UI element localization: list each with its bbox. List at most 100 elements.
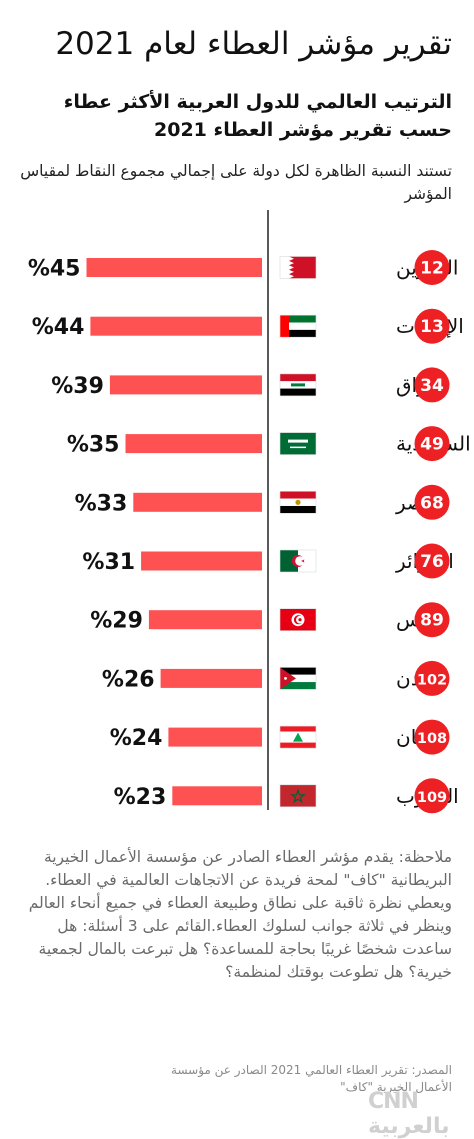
rank-label: 108 [417,731,447,747]
jordan-flag-icon [279,667,317,690]
value-label: %23 [114,785,167,810]
flag-stripe [280,373,316,382]
flag-crescent-cut [295,556,305,566]
flag-sword [290,446,306,449]
flag-stripe [280,322,316,330]
flag-border [279,256,317,279]
flag-stripe [280,742,316,749]
rank-label: 13 [420,317,444,337]
flag-border [279,432,317,455]
note-text: ملاحظة: يقدم مؤشر العطاء الصادر عن مؤسسة… [28,848,452,981]
bar [86,258,262,277]
flag-emblem [291,383,305,387]
flag-script [288,439,308,443]
value-label: %31 [82,550,135,575]
rank-badge [414,660,450,696]
chart-row: %24لبنان108 [110,719,450,755]
flag-half [280,550,298,572]
chart-description: تستند النسبة الظاهرة لكل دولة على إجمالي… [20,162,452,203]
chart-row: %23المغرب109 [114,778,459,814]
rank-badge [414,250,450,285]
flag-star [290,788,306,804]
bar [148,610,262,630]
bahrain-flag-icon [279,256,317,279]
morocco-flag-icon [279,784,317,808]
flag-border [279,549,317,573]
lebanon-flag-icon [279,725,317,749]
flag-field [280,784,316,807]
value-label: %26 [102,667,155,692]
flag-border [279,314,317,338]
bar [172,786,262,806]
rank-badge [414,308,450,344]
flag-field [280,432,316,455]
flag-stripe [280,674,316,683]
rank-badge [414,484,450,520]
value-label: %44 [32,315,85,340]
flag-stripe [280,726,316,732]
chart-row: %29تونس89 [90,602,450,638]
rank-badge [414,367,450,403]
flag-stripe [280,505,316,514]
flag-border [279,784,317,808]
chart-subtitle: الترتيب العالمي للدول العربية الأكثر عطا… [63,91,452,141]
rank-label: 102 [417,672,447,688]
bar-chart: %45البحرين12 %44الإمارات13 %39العراق34 %35ا… [28,210,471,814]
flag-border [279,667,317,690]
value-label: %29 [90,609,143,634]
bar [160,668,262,688]
egypt-flag-icon [279,490,317,514]
flag-border [279,608,317,632]
source-text: المصدر: تقرير العطاء العالمي 2021 الصادر… [171,1063,452,1094]
rank-badge [414,602,450,638]
rank-label: 89 [420,611,444,631]
chart-row: %35السعودية49 [67,426,471,462]
flag-border [279,373,317,397]
bar [133,492,262,512]
flag-stripe [280,388,316,396]
bar [125,434,262,454]
algeria-flag-icon [279,549,317,573]
rank-label: 76 [420,552,444,572]
chart-row: %31الجزائر76 [82,543,454,579]
flag-stripe [280,491,316,499]
cnn-arabic-logo: CNN بالعربية [368,1089,450,1139]
flag-border [279,725,317,749]
value-label: %33 [75,491,128,516]
rank-badge [414,543,450,579]
rank-label: 109 [417,790,447,806]
flag-triangle [280,667,296,690]
flag-stripe [280,315,316,323]
flag-stripe [280,682,316,690]
value-label: %35 [67,433,120,458]
flag-half [298,550,316,572]
value-label: %39 [51,374,104,399]
rank-label: 68 [420,493,444,513]
chart-row: %39العراق34 [51,367,450,403]
flag-hoist [280,315,289,338]
flag-stripe [280,667,316,675]
bar [141,551,262,571]
value-label: %45 [28,257,81,282]
uae-flag-icon [279,314,317,338]
rank-badge [414,719,450,755]
flag-border [279,490,317,514]
chart-row: %45البحرين12 [28,250,458,285]
rank-badge [414,426,450,462]
chart-row: %44الإمارات13 [32,308,464,344]
rank-label: 12 [420,259,444,279]
page-title: تقرير مؤشر العطاء لعام 2021 [55,26,452,62]
rank-label: 34 [420,376,444,396]
flag-stripe [280,329,316,338]
iraq-flag-icon [279,373,317,397]
rank-badge [414,778,450,814]
value-label: %24 [110,726,163,751]
chart-row: %26الأردن102 [102,660,450,696]
rank-label: 49 [420,435,444,455]
flag-star [298,618,302,622]
flag-star [301,559,305,563]
tunisia-flag-icon [279,608,317,632]
saudi-flag-icon [279,432,317,455]
bar [90,316,263,336]
flag-star [284,677,287,680]
